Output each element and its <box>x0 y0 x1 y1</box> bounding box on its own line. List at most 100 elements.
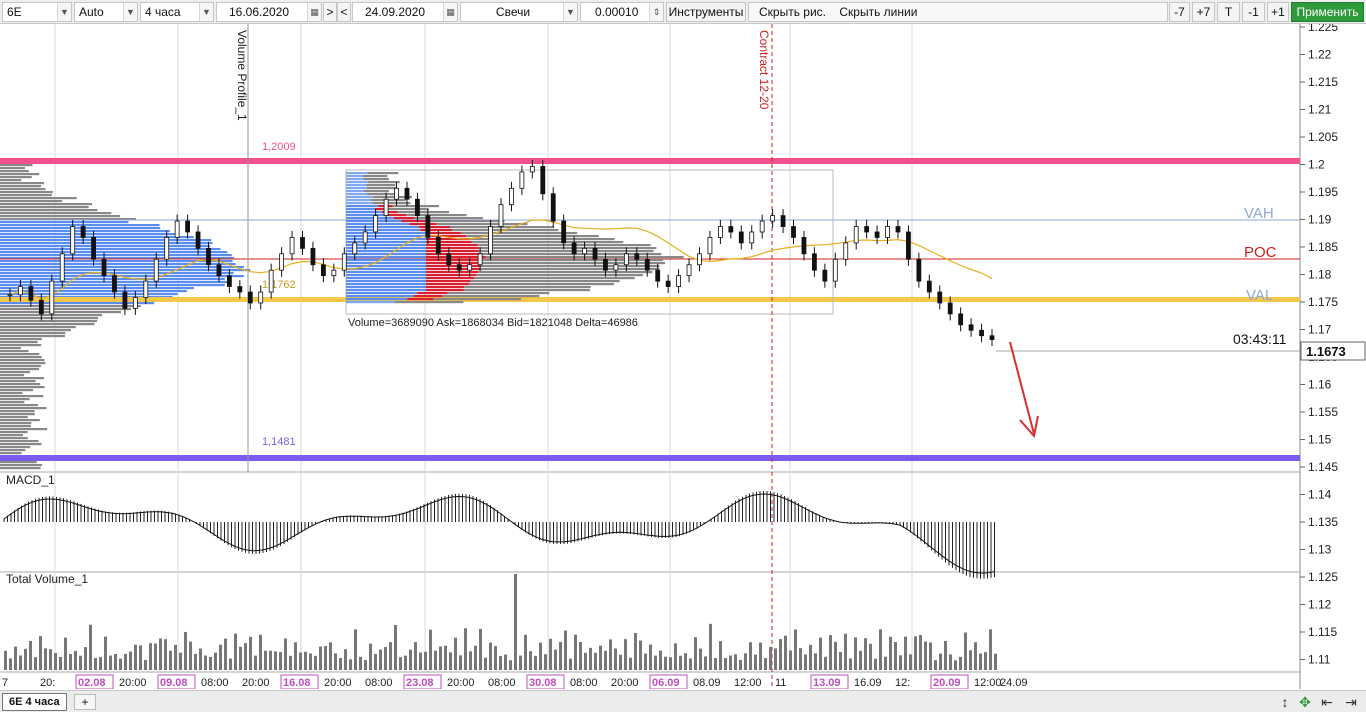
candle[interactable] <box>509 188 513 204</box>
calendar-icon[interactable]: ▦ <box>307 3 321 21</box>
scroll-start-icon[interactable]: ⇤ <box>1318 693 1336 711</box>
symbol-select[interactable]: 6E ▼ <box>2 2 72 22</box>
candle[interactable] <box>269 270 273 292</box>
candle[interactable] <box>405 188 409 199</box>
candle[interactable] <box>603 259 607 270</box>
candle[interactable] <box>426 216 430 238</box>
candle[interactable] <box>395 188 399 199</box>
candle[interactable] <box>583 248 587 253</box>
candle[interactable] <box>18 287 22 295</box>
candle[interactable] <box>812 254 816 270</box>
price-chart-svg[interactable]: 1,2009 1,1481 1,1762 VAH POC VAL Volume=… <box>0 24 1366 689</box>
prev-button[interactable]: < <box>337 2 351 22</box>
chart-area[interactable]: 1,2009 1,1481 1,1762 VAH POC VAL Volume=… <box>0 24 1366 689</box>
resize-vertical-icon[interactable]: ↕ <box>1276 693 1294 711</box>
fullscreen-icon[interactable]: ✥ <box>1296 693 1314 711</box>
date-from-field[interactable]: 16.06.2020 ▦ <box>216 2 322 22</box>
next-button[interactable]: > <box>323 2 337 22</box>
candle[interactable] <box>50 281 54 314</box>
candle[interactable] <box>144 281 148 297</box>
candle[interactable] <box>854 227 858 243</box>
candle[interactable] <box>844 243 848 259</box>
candle[interactable] <box>238 287 242 292</box>
candle[interactable] <box>8 295 12 296</box>
candle[interactable] <box>206 248 210 264</box>
candle[interactable] <box>802 237 806 253</box>
scale-select[interactable]: Auto ▼ <box>74 2 138 22</box>
candle[interactable] <box>927 281 931 292</box>
scroll-end-icon[interactable]: ⇥ <box>1342 693 1360 711</box>
plus7-button[interactable]: +7 <box>1192 2 1215 22</box>
tab-6e-4h[interactable]: 6E 4 часа <box>2 693 67 711</box>
candle[interactable] <box>865 227 869 232</box>
candle[interactable] <box>677 276 681 287</box>
apply-button[interactable]: Применить <box>1291 2 1364 22</box>
candle[interactable] <box>823 270 827 281</box>
candle[interactable] <box>781 216 785 227</box>
candle[interactable] <box>614 265 618 270</box>
candle[interactable] <box>29 287 33 301</box>
candle[interactable] <box>906 232 910 259</box>
tick-size-stepper[interactable]: 0.00010 ⇕ <box>580 2 664 22</box>
candle[interactable] <box>635 254 639 259</box>
candle[interactable] <box>259 292 263 303</box>
candle[interactable] <box>415 199 419 215</box>
candle[interactable] <box>436 237 440 253</box>
candle[interactable] <box>248 292 252 303</box>
candle[interactable] <box>499 205 503 227</box>
candle[interactable] <box>562 221 566 243</box>
candle[interactable] <box>729 227 733 232</box>
candle[interactable] <box>718 227 722 238</box>
candle[interactable] <box>457 265 461 270</box>
candle[interactable] <box>541 166 545 193</box>
candle[interactable] <box>572 243 576 254</box>
resistance-level-band[interactable] <box>0 158 1300 164</box>
candle[interactable] <box>363 232 367 243</box>
val-level-band[interactable] <box>0 297 1300 302</box>
candle[interactable] <box>750 232 754 243</box>
candle[interactable] <box>959 314 963 325</box>
candle[interactable] <box>39 300 43 314</box>
calendar-icon[interactable]: ▦ <box>443 3 457 21</box>
minus1-button[interactable]: -1 <box>1242 2 1265 22</box>
timeframe-select[interactable]: 4 часа ▼ <box>140 2 214 22</box>
candle[interactable] <box>133 298 137 309</box>
support-level-band[interactable] <box>0 455 1300 461</box>
candle[interactable] <box>969 325 973 330</box>
candle[interactable] <box>92 237 96 259</box>
candle[interactable] <box>384 199 388 215</box>
candle[interactable] <box>980 330 984 335</box>
candle[interactable] <box>468 265 472 270</box>
candle[interactable] <box>489 227 493 254</box>
candle[interactable] <box>520 172 524 188</box>
candle[interactable] <box>112 276 116 292</box>
candle[interactable] <box>311 248 315 264</box>
candle[interactable] <box>165 237 169 259</box>
candle[interactable] <box>708 237 712 253</box>
chart-type-select[interactable]: Свечи ▼ <box>460 2 578 22</box>
candle[interactable] <box>175 221 179 237</box>
candle[interactable] <box>771 216 775 221</box>
candle[interactable] <box>71 227 75 254</box>
candle[interactable] <box>833 259 837 281</box>
today-button[interactable]: T <box>1217 2 1240 22</box>
candle[interactable] <box>551 194 555 221</box>
candle[interactable] <box>227 276 231 287</box>
hide-drawings-button[interactable]: Скрыть рис. <box>759 5 826 19</box>
candle[interactable] <box>123 292 127 308</box>
candle[interactable] <box>301 237 305 248</box>
minus7-button[interactable]: -7 <box>1169 2 1190 22</box>
candle[interactable] <box>60 254 64 281</box>
candle[interactable] <box>875 232 879 237</box>
date-to-field[interactable]: 24.09.2020 ▦ <box>352 2 458 22</box>
candle[interactable] <box>645 259 649 270</box>
candle[interactable] <box>217 265 221 276</box>
candle[interactable] <box>886 227 890 238</box>
candle[interactable] <box>81 227 85 238</box>
candle[interactable] <box>353 243 357 254</box>
candle[interactable] <box>186 221 190 232</box>
candle[interactable] <box>666 281 670 286</box>
candle[interactable] <box>280 254 284 270</box>
candle[interactable] <box>917 259 921 281</box>
hide-lines-button[interactable]: Скрыть линии <box>839 5 917 19</box>
